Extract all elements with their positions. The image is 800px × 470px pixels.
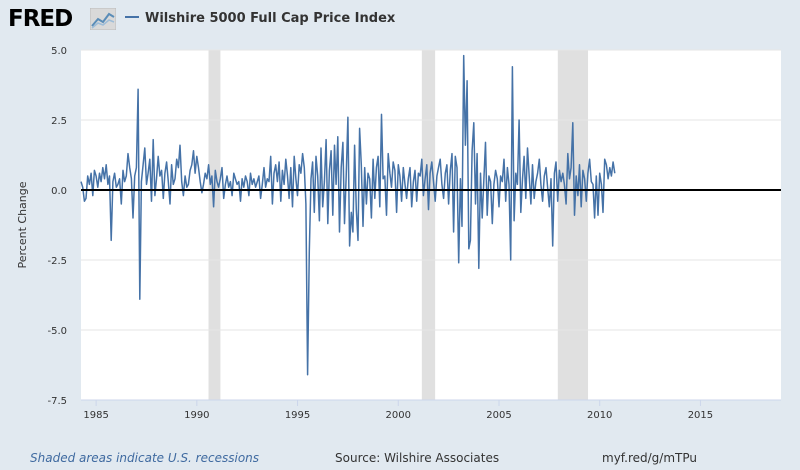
- x-tick-label: 2005: [486, 410, 511, 421]
- recession-note[interactable]: Shaded areas indicate U.S. recessions: [30, 451, 260, 465]
- legend-label: Wilshire 5000 Full Cap Price Index: [145, 11, 396, 26]
- recession-band: [557, 50, 589, 400]
- x-tick-label: 2015: [688, 410, 713, 421]
- recession-shading: [208, 50, 589, 400]
- line-chart: 5.0 2.5 0.0 -2.5 -5.0 -7.5 1985 1990 1995 2000 20…: [16, 46, 781, 421]
- fred-logo[interactable]: FRED: [8, 6, 73, 32]
- chart-header: FRED Wilshire 5000 Full Cap Price Index: [0, 0, 800, 40]
- x-axis-ticks: 1985 1990 1995 2000 2005 2010 2015: [81, 399, 781, 421]
- source-text: Source: Wilshire Associates: [335, 451, 500, 465]
- x-tick-label: 1995: [285, 410, 310, 421]
- y-axis-ticks: 5.0 2.5 0.0 -2.5 -5.0 -7.5: [47, 46, 67, 407]
- recession-band: [421, 50, 436, 400]
- series-layer: [80, 54, 616, 376]
- y-tick-label: 0.0: [51, 186, 67, 197]
- y-tick-label: 2.5: [51, 116, 67, 127]
- x-tick-label: 1990: [184, 410, 209, 421]
- y-axis-title: Percent Change: [16, 181, 29, 268]
- recession-band: [208, 50, 221, 400]
- y-tick-label: -7.5: [47, 396, 67, 407]
- y-tick-label: -2.5: [47, 256, 67, 267]
- x-tick-label: 2000: [386, 410, 411, 421]
- legend-swatch: [125, 15, 139, 18]
- x-tick-label: 1985: [83, 410, 108, 421]
- x-tick-label: 2010: [587, 410, 612, 421]
- series-line[interactable]: [80, 54, 616, 376]
- short-url[interactable]: myf.red/g/mTPu: [602, 451, 697, 465]
- y-tick-label: -5.0: [47, 326, 67, 337]
- line-chart-icon: [90, 8, 116, 30]
- y-tick-label: 5.0: [51, 46, 67, 57]
- legend-item[interactable]: Wilshire 5000 Full Cap Price Index: [125, 10, 395, 28]
